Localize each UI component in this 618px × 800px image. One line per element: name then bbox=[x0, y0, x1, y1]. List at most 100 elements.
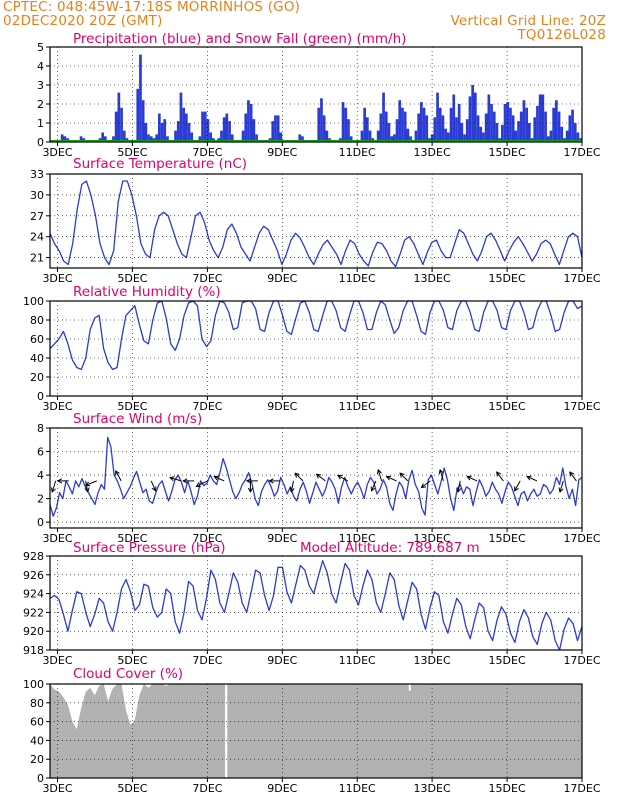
precip-xtick-label: 15DEC bbox=[489, 146, 526, 159]
wind-arrow bbox=[439, 469, 444, 482]
precip-title: Precipitation (blue) and Snow Fall (gree… bbox=[73, 31, 406, 47]
precip-bar bbox=[471, 85, 474, 142]
precip-bar bbox=[176, 121, 180, 142]
precip-xtick-label: 9DEC bbox=[267, 146, 297, 159]
precip-bar bbox=[122, 130, 126, 142]
precip-bar bbox=[555, 100, 558, 142]
temp-xtick-label: 7DEC bbox=[192, 272, 222, 285]
precip-bar bbox=[422, 107, 426, 142]
precip-bar bbox=[487, 94, 491, 142]
wind-arrowhead bbox=[385, 475, 392, 481]
press-xtick-label: 3DEC bbox=[42, 654, 72, 667]
precip-bar bbox=[436, 92, 439, 142]
wind-arrow bbox=[569, 471, 577, 482]
wind-arrowhead bbox=[268, 478, 274, 484]
precip-bar bbox=[474, 92, 477, 142]
precip-bar bbox=[425, 115, 429, 142]
precip-xtick-label: 11DEC bbox=[339, 146, 376, 159]
precip-bar bbox=[549, 130, 553, 142]
cloud-ytick-label: 40 bbox=[30, 734, 44, 747]
precip-bar bbox=[447, 132, 450, 142]
precip-xtick-label: 13DEC bbox=[414, 146, 451, 159]
precip-bar bbox=[141, 100, 145, 142]
precip-bar bbox=[438, 107, 442, 142]
rh-xtick-label: 5DEC bbox=[117, 400, 147, 413]
precip-bar bbox=[276, 115, 280, 142]
wind-arrow bbox=[294, 472, 304, 482]
precip-bar bbox=[492, 111, 496, 142]
precip-bar bbox=[349, 136, 353, 142]
precip-bar bbox=[185, 113, 188, 142]
precip-bar bbox=[101, 132, 104, 142]
precip-bar bbox=[206, 119, 210, 142]
temp-xtick-label: 15DEC bbox=[489, 272, 526, 285]
wind-arrowhead bbox=[336, 474, 343, 480]
precip-bar bbox=[279, 132, 283, 142]
precip-bar bbox=[376, 130, 380, 142]
precip-bar bbox=[571, 109, 574, 142]
precip-bar bbox=[384, 111, 388, 142]
precip-bar bbox=[360, 130, 364, 142]
precip-bar bbox=[241, 130, 245, 142]
precip-ytick-label: 5 bbox=[37, 41, 44, 54]
wind-arrowhead bbox=[526, 475, 532, 481]
precip-bar bbox=[382, 92, 385, 142]
rh-panel bbox=[46, 300, 583, 400]
precip-bar bbox=[457, 104, 461, 142]
precip-bar bbox=[544, 111, 547, 142]
precip-bar bbox=[244, 113, 248, 142]
precip-bar bbox=[433, 117, 437, 142]
precip-bar bbox=[160, 123, 164, 142]
precip-bar bbox=[546, 136, 550, 142]
press-line bbox=[49, 560, 583, 651]
rh-xtick-label: 15DEC bbox=[489, 400, 526, 413]
precip-bar bbox=[393, 134, 396, 142]
wind-arrow bbox=[214, 476, 225, 482]
precip-bar bbox=[403, 111, 407, 142]
precip-bar bbox=[417, 113, 420, 142]
temp-ytick-label: 24 bbox=[30, 231, 44, 244]
precip-bar bbox=[509, 107, 512, 142]
wind-arrow bbox=[559, 480, 564, 493]
wind-xtick-label: 7DEC bbox=[192, 532, 222, 545]
precip-bar bbox=[536, 105, 539, 142]
precip-bar bbox=[249, 104, 253, 142]
press-subtitle: Model Altitude: 789.687 m bbox=[300, 540, 480, 556]
temp-xtick-label: 9DEC bbox=[267, 272, 297, 285]
press-ytick-label: 918 bbox=[23, 644, 44, 657]
wind-xtick-label: 11DEC bbox=[339, 532, 376, 545]
precip-bar bbox=[420, 102, 423, 142]
wind-arrow bbox=[514, 480, 521, 492]
rh-ytick-label: 60 bbox=[30, 333, 44, 346]
precip-bar bbox=[220, 130, 223, 142]
precip-bar bbox=[538, 94, 542, 142]
precip-bar bbox=[503, 104, 507, 142]
wind-arrow bbox=[466, 476, 478, 482]
precip-bar bbox=[301, 136, 304, 142]
wind-arrowhead bbox=[438, 468, 444, 475]
wind-arrowhead bbox=[399, 472, 405, 478]
temp-xtick-label: 11DEC bbox=[339, 272, 376, 285]
precip-bar bbox=[390, 136, 393, 142]
precip-bar bbox=[136, 88, 140, 142]
header-model: TQ0126L028 bbox=[517, 27, 606, 43]
precip-bar bbox=[222, 117, 226, 142]
precip-bar bbox=[441, 115, 445, 142]
rh-xtick-label: 3DEC bbox=[42, 400, 72, 413]
precip-ytick-label: 0 bbox=[37, 136, 44, 149]
precip-bar bbox=[506, 102, 510, 142]
precip-bar bbox=[322, 115, 326, 142]
precip-bar bbox=[455, 117, 458, 142]
press-panel bbox=[46, 555, 583, 654]
precip-bar bbox=[228, 121, 231, 142]
precip-bar bbox=[344, 107, 348, 142]
wind-arrowhead bbox=[151, 486, 157, 492]
precip-bar bbox=[449, 107, 453, 142]
precip-bar bbox=[525, 107, 528, 142]
wind-arrow bbox=[377, 469, 383, 482]
precip-bar bbox=[409, 136, 412, 142]
temp-ytick-label: 30 bbox=[30, 189, 44, 202]
cloud-xtick-label: 9DEC bbox=[267, 782, 297, 795]
cloud-xtick-label: 11DEC bbox=[339, 782, 376, 795]
